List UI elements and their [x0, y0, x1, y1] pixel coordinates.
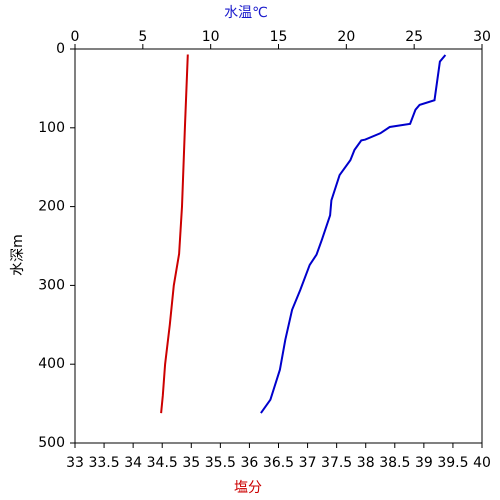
x-tick-label: 39: [415, 455, 433, 471]
y-tick-label: 0: [56, 41, 65, 57]
x-tick-label: 38.5: [379, 455, 410, 471]
x2-tick-label: 5: [138, 29, 147, 45]
x-tick-label: 34: [124, 455, 142, 471]
x-tick-label: 40: [473, 455, 491, 471]
x2-tick-label: 20: [337, 29, 355, 45]
x2-tick-label: 0: [71, 29, 80, 45]
x-axis-title: 塩分: [234, 480, 262, 496]
y-tick-label: 300: [38, 277, 65, 293]
x-tick-label: 37: [299, 455, 317, 471]
x-tick-label: 33.5: [88, 455, 119, 471]
x2-tick-label: 10: [202, 29, 220, 45]
y-tick-label: 500: [38, 435, 65, 451]
profile-line: [160, 54, 189, 414]
x2-tick-label: 25: [405, 29, 423, 45]
x-tick-label: 36: [241, 455, 259, 471]
x-tick-label: 35: [182, 455, 200, 471]
profile-line: [260, 54, 447, 414]
x-tick-label: 36.5: [263, 455, 294, 471]
y-tick-label: 400: [38, 356, 65, 372]
x2-tick-label: 30: [473, 29, 491, 45]
x-tick-label: 34.5: [147, 455, 178, 471]
x-tick-label: 38: [357, 455, 375, 471]
x-tick-label: 37.5: [321, 455, 352, 471]
x2-tick-label: 15: [270, 29, 288, 45]
x-tick-label: 33: [66, 455, 84, 471]
y-tick-label: 200: [38, 199, 65, 215]
y-axis-title: 水深m: [10, 234, 26, 276]
x2-axis-title: 水温℃: [224, 5, 268, 21]
plot-frame: [74, 48, 483, 444]
y-tick-label: 100: [38, 120, 65, 136]
x-tick-label: 39.5: [437, 455, 468, 471]
x-tick-label: 35.5: [205, 455, 236, 471]
